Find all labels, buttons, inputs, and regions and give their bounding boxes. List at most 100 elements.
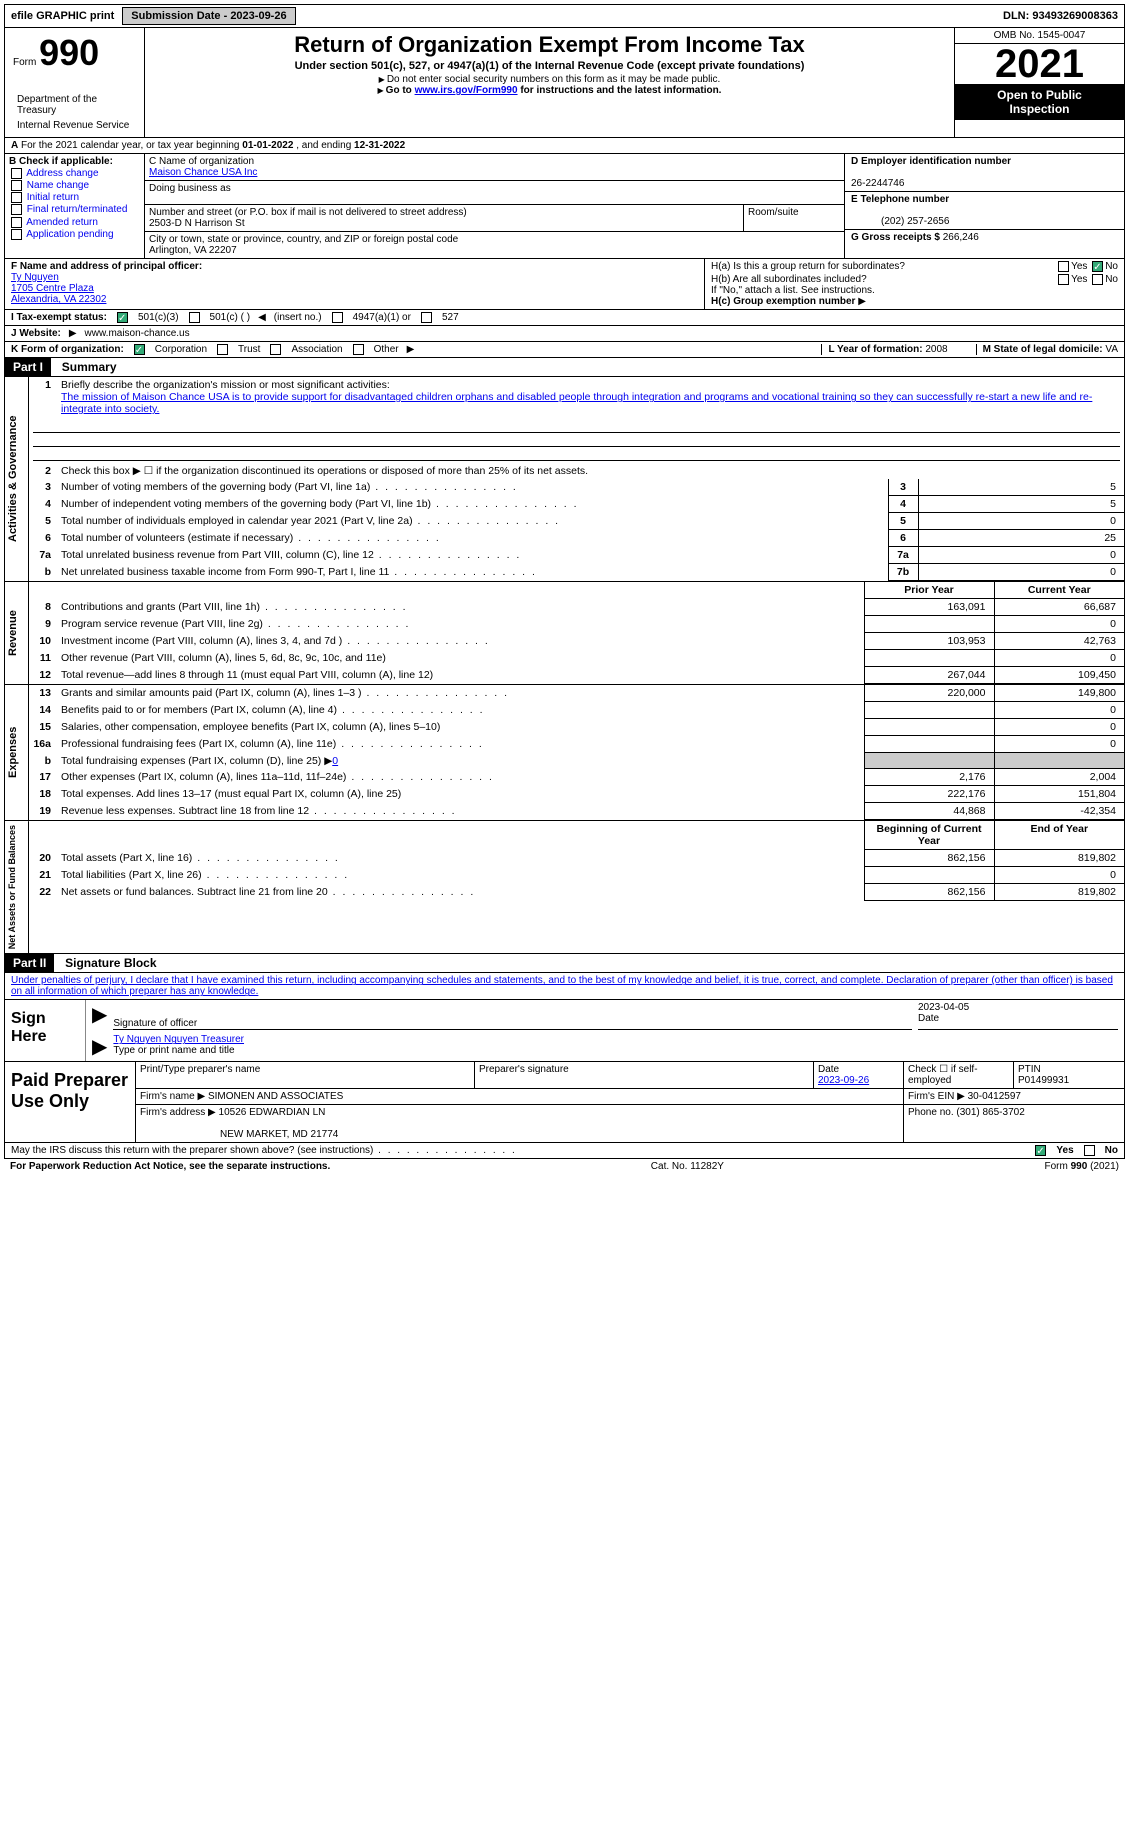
rotate-net: Net Assets or Fund Balances: [5, 821, 29, 953]
chk-assoc[interactable]: [270, 344, 281, 355]
discuss-row: May the IRS discuss this return with the…: [4, 1143, 1125, 1159]
chk-initial[interactable]: Initial return: [9, 192, 140, 203]
chk-501c[interactable]: [189, 312, 200, 323]
col-d-ein: D Employer identification number 26-2244…: [844, 154, 1124, 258]
part2-header: Part II: [5, 954, 54, 972]
expenses-table: 13Grants and similar amounts paid (Part …: [29, 685, 1124, 820]
line7b: Net unrelated business taxable income fr…: [57, 564, 888, 581]
net-assets-body: Net Assets or Fund Balances Beginning of…: [4, 821, 1125, 954]
chk-pending[interactable]: Application pending: [9, 229, 140, 240]
gross-label: G Gross receipts $: [851, 232, 943, 243]
ha-no-checkbox[interactable]: [1092, 261, 1103, 272]
dba-box: Doing business as: [145, 181, 844, 205]
val-l17p: 2,176: [864, 769, 994, 786]
col-b-label: B Check if applicable:: [9, 156, 113, 167]
val-l11c: 0: [994, 650, 1124, 667]
chk-501c3[interactable]: [117, 312, 128, 323]
val-l10p: 103,953: [864, 633, 994, 650]
header-right: OMB No. 1545-0047 2021 Open to PublicIns…: [954, 28, 1124, 137]
row-a-calendar: A For the 2021 calendar year, or tax yea…: [4, 138, 1125, 154]
val-l21p: [864, 867, 994, 884]
phone-value: (202) 257-2656: [851, 216, 949, 227]
submission-date-button[interactable]: Submission Date - 2023-09-26: [122, 7, 295, 25]
chk-amended[interactable]: Amended return: [9, 217, 140, 228]
chk-corp[interactable]: [134, 344, 145, 355]
k-label: K Form of organization:: [11, 344, 124, 355]
part1-header: Part I: [5, 358, 51, 376]
chk-name[interactable]: Name change: [9, 180, 140, 191]
revenue-table: Prior YearCurrent Year 8Contributions an…: [29, 582, 1124, 684]
officer-name[interactable]: Ty Nguyen: [11, 272, 59, 283]
val-l20c: 819,802: [994, 850, 1124, 867]
discuss-yes-checkbox[interactable]: [1035, 1145, 1046, 1156]
chk-address[interactable]: Address change: [9, 168, 140, 179]
officer-box: F Name and address of principal officer:…: [5, 259, 704, 309]
val-l18c: 151,804: [994, 786, 1124, 803]
org-name[interactable]: Maison Chance USA Inc: [149, 167, 257, 178]
discuss-no-checkbox[interactable]: [1084, 1145, 1095, 1156]
rotate-expenses: Expenses: [5, 685, 29, 820]
header-left: Form 990 Department of the Treasury Inte…: [5, 28, 145, 137]
paperwork-notice: For Paperwork Reduction Act Notice, see …: [10, 1161, 330, 1172]
val-l22p: 862,156: [864, 884, 994, 901]
officer-addr2: Alexandria, VA 22302: [11, 294, 106, 305]
org-city: Arlington, VA 22207: [149, 245, 237, 256]
top-bar: efile GRAPHIC print Submission Date - 20…: [4, 4, 1125, 28]
discuss-label: May the IRS discuss this return with the…: [11, 1145, 517, 1156]
line22: Net assets or fund balances. Subtract li…: [57, 884, 864, 901]
val-l14p: [864, 702, 994, 719]
year-formation: 2008: [925, 344, 947, 355]
officer-name-title: Ty Nguyen Nguyen Treasurer: [113, 1034, 244, 1045]
address-row: Number and street (or P.O. box if mail i…: [145, 205, 844, 232]
phone-label: E Telephone number: [851, 194, 949, 205]
header-center: Return of Organization Exempt From Incom…: [145, 28, 954, 137]
form-subtitle: Under section 501(c), 527, or 4947(a)(1)…: [149, 60, 950, 72]
ptin-box: PTINP01499931: [1014, 1062, 1124, 1089]
val-l3: 5: [918, 479, 1124, 496]
val-l7a: 0: [918, 547, 1124, 564]
chk-527[interactable]: [421, 312, 432, 323]
line5: Total number of individuals employed in …: [57, 513, 888, 530]
signature-section: Under penalties of perjury, I declare th…: [4, 973, 1125, 1143]
val-l19c: -42,354: [994, 803, 1124, 820]
firm-name-box: Firm's name ▶ SIMONEN AND ASSOCIATES: [136, 1089, 904, 1105]
ha-yes-checkbox[interactable]: [1058, 261, 1069, 272]
officer-label: F Name and address of principal officer:: [11, 261, 202, 272]
h-box: H(a) Is this a group return for subordin…: [704, 259, 1124, 309]
line16a: Professional fundraising fees (Part IX, …: [57, 736, 864, 753]
line18: Total expenses. Add lines 13–17 (must eq…: [57, 786, 864, 803]
line4: Number of independent voting members of …: [57, 496, 888, 513]
val-l15p: [864, 719, 994, 736]
city-box: City or town, state or province, country…: [145, 232, 844, 258]
mission-text: The mission of Maison Chance USA is to p…: [61, 391, 1092, 415]
revenue-body: Revenue Prior YearCurrent Year 8Contribu…: [4, 582, 1125, 685]
val-l5: 0: [918, 513, 1124, 530]
col-c-org-info: C Name of organization Maison Chance USA…: [145, 154, 844, 258]
tax-year: 2021: [955, 44, 1124, 84]
gross-value: 266,246: [943, 232, 979, 243]
form-990-page: efile GRAPHIC print Submission Date - 20…: [0, 0, 1129, 1178]
hb-yes-checkbox[interactable]: [1058, 274, 1069, 285]
chk-4947[interactable]: [332, 312, 343, 323]
chk-other[interactable]: [353, 344, 364, 355]
form-label: Form: [13, 57, 36, 68]
paid-preparer-section: Paid Preparer Use Only Print/Type prepar…: [5, 1061, 1124, 1142]
rotate-act-gov: Activities & Governance: [5, 377, 29, 581]
section-bcd: B Check if applicable: Address change Na…: [4, 154, 1125, 259]
dba-label: Doing business as: [149, 183, 231, 194]
chk-trust[interactable]: [217, 344, 228, 355]
chk-final[interactable]: Final return/terminated: [9, 204, 140, 215]
val-l21c: 0: [994, 867, 1124, 884]
line17: Other expenses (Part IX, column (A), lin…: [57, 769, 864, 786]
val-l6: 25: [918, 530, 1124, 547]
sig-date: 2023-04-05: [918, 1002, 969, 1013]
line6: Total number of volunteers (estimate if …: [57, 530, 888, 547]
irs-link[interactable]: www.irs.gov/Form990: [415, 85, 518, 96]
gross-box: G Gross receipts $ 266,246: [845, 230, 1124, 245]
sig-date-label: Date: [918, 1013, 939, 1024]
val-l12p: 267,044: [864, 667, 994, 684]
hb-no-checkbox[interactable]: [1092, 274, 1103, 285]
part-2: Part II Signature Block: [4, 954, 1125, 973]
prep-name-label: Print/Type preparer's name: [136, 1062, 475, 1089]
open-inspection: Open to PublicInspection: [955, 84, 1124, 120]
